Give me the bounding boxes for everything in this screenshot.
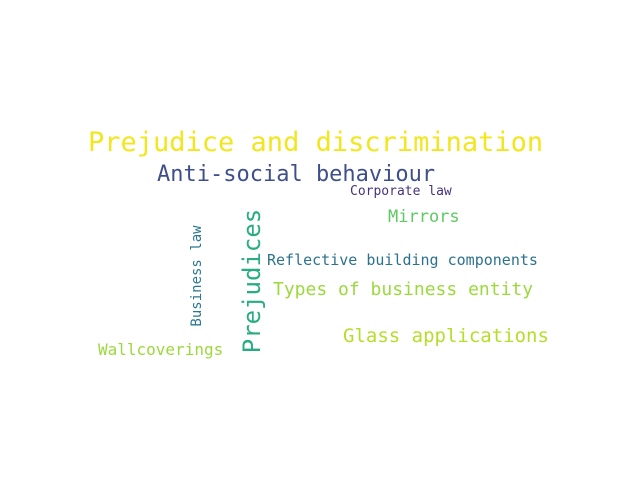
word-corporate-law: Corporate law <box>350 184 452 199</box>
word-types-of-business-entity: Types of business entity <box>273 279 534 300</box>
word-prejudices: Prejudices <box>238 208 266 354</box>
word-wallcoverings: Wallcoverings <box>98 340 224 359</box>
word-reflective-building-components: Reflective building components <box>267 251 538 269</box>
word-prejudice-and-discrimination: Prejudice and discrimination <box>88 127 544 158</box>
word-glass-applications: Glass applications <box>343 325 549 347</box>
word-anti-social-behaviour: Anti-social behaviour <box>157 162 436 187</box>
word-business-law: Business law <box>189 225 205 327</box>
word-mirrors: Mirrors <box>388 207 460 227</box>
